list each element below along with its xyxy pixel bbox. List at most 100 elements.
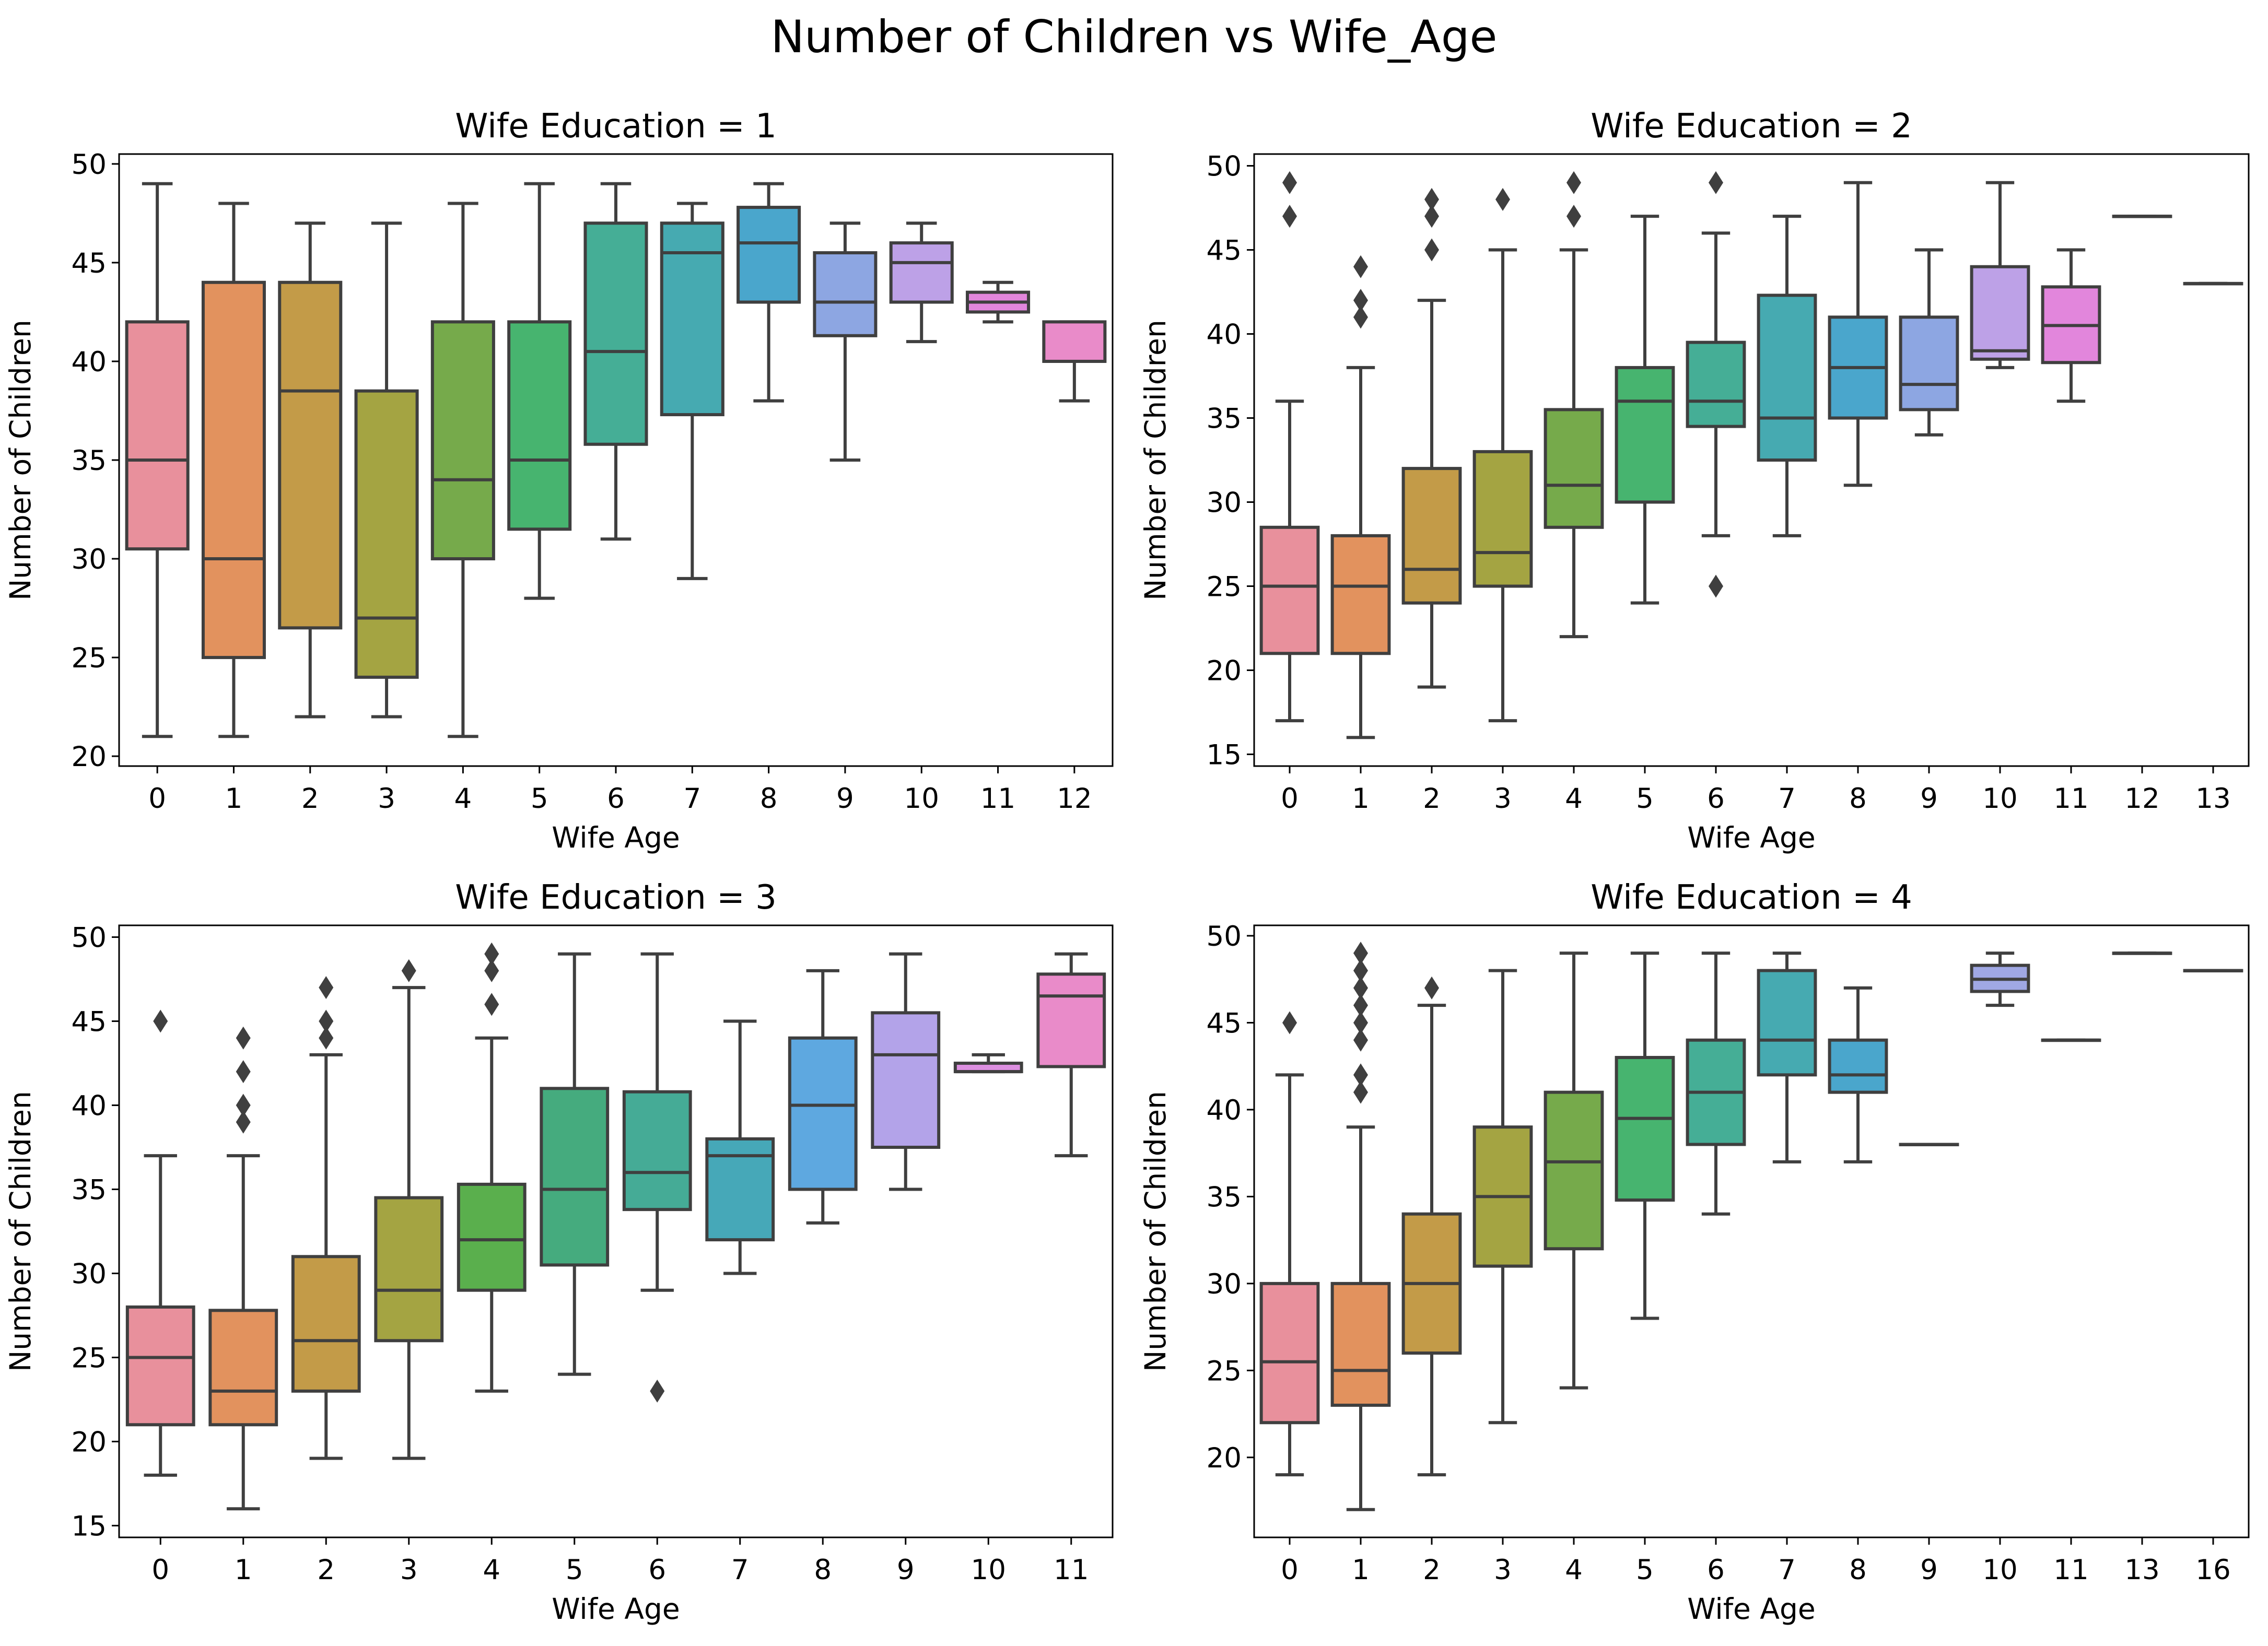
x-tick-label: 4: [454, 783, 472, 815]
box-iqr: [736, 206, 801, 304]
x-tick-label: 2: [317, 1554, 335, 1586]
y-tick-label: 50: [1207, 151, 1242, 183]
box-8: [736, 182, 801, 403]
outlier-point: [1353, 976, 1368, 1000]
y-tick-label: 15: [1207, 739, 1242, 771]
box-iqr: [1259, 1281, 1320, 1425]
x-tick-label: 7: [731, 1554, 749, 1586]
y-axis-label: Number of Children: [4, 320, 37, 601]
box-iqr: [278, 280, 343, 630]
box-3: [1472, 187, 1533, 723]
y-tick-label: 25: [1207, 1355, 1242, 1387]
x-tick-label: 7: [1778, 783, 1796, 815]
box-iqr: [1472, 450, 1533, 588]
y-tick-label: 50: [72, 922, 107, 954]
axes-frame: [118, 924, 1114, 1538]
y-tick-label: 30: [1207, 1268, 1242, 1300]
outlier-point: [1424, 238, 1439, 262]
outlier-point: [1353, 1011, 1368, 1034]
y-tick-label: 40: [1207, 1095, 1242, 1126]
x-tick-label: 1: [1352, 1554, 1370, 1586]
box-8: [1828, 181, 1888, 487]
x-tick-label: 10: [971, 1554, 1006, 1586]
x-tick-label: 8: [814, 1554, 832, 1586]
box-1: [1330, 942, 1391, 1511]
box-iqr: [705, 1137, 775, 1242]
outlier-point: [319, 1009, 334, 1033]
box-13: [2112, 951, 2172, 955]
x-tick-label: 6: [1707, 1554, 1725, 1586]
box-iqr: [457, 1182, 527, 1292]
x-axis-label: Wife Age: [1687, 821, 1816, 854]
outlier-point: [1424, 205, 1439, 228]
box-1: [208, 1026, 278, 1511]
y-tick-label: 30: [72, 544, 107, 575]
x-tick-label: 2: [1423, 783, 1441, 815]
box-iqr: [540, 1087, 610, 1267]
box-iqr: [1036, 972, 1106, 1068]
box-5: [1615, 215, 1675, 605]
outlier-point: [1282, 205, 1297, 228]
outlier-point: [1709, 574, 1723, 598]
box-3: [374, 959, 444, 1460]
outlier-point: [1282, 171, 1297, 194]
x-tick-label: 6: [648, 1554, 666, 1586]
box-9: [871, 952, 941, 1191]
x-tick-label: 11: [2053, 783, 2088, 815]
outlier-point: [1709, 171, 1723, 194]
outlier-point: [1353, 289, 1368, 312]
box-8: [1828, 986, 1888, 1163]
x-tick-label: 16: [2195, 1554, 2230, 1586]
x-tick-label: 2: [301, 783, 319, 815]
x-tick-label: 3: [378, 783, 395, 815]
box-iqr: [1970, 265, 2030, 361]
x-tick-label: 13: [2124, 1554, 2159, 1586]
box-0: [125, 1009, 195, 1477]
box-10: [889, 221, 954, 344]
box-iqr: [1544, 408, 1604, 529]
outlier-point: [1353, 1063, 1368, 1087]
y-axis-label: Number of Children: [1139, 320, 1172, 601]
box-0: [1259, 1011, 1320, 1477]
outlier-point: [1353, 959, 1368, 982]
x-tick-label: 11: [2053, 1554, 2088, 1586]
x-tick-label: 5: [1636, 783, 1654, 815]
outlier-point: [1353, 1080, 1368, 1104]
outlier-point: [650, 1379, 665, 1403]
axes-frame: [1253, 153, 2250, 767]
box-4: [1544, 171, 1604, 639]
box-10: [1970, 181, 2030, 369]
x-tick-label: 9: [836, 783, 854, 815]
panel-title: Wife Education = 4: [1591, 878, 1912, 917]
box-iqr: [1757, 969, 1817, 1077]
box-4: [1544, 951, 1604, 1390]
x-axis-label: Wife Age: [552, 821, 680, 854]
box-iqr: [1544, 1090, 1604, 1251]
outlier-point: [484, 942, 499, 966]
y-tick-label: 20: [72, 741, 107, 773]
panel-title: Wife Education = 2: [1591, 107, 1912, 146]
box-iqr: [583, 221, 648, 446]
y-tick-label: 50: [72, 149, 107, 181]
x-tick-label: 8: [1849, 783, 1867, 815]
box-2: [1401, 187, 1462, 689]
box-11: [1036, 952, 1106, 1158]
y-tick-label: 35: [72, 1174, 107, 1206]
outlier-point: [484, 959, 499, 982]
outlier-point: [319, 976, 334, 1000]
box-11: [2041, 248, 2101, 403]
box-4: [457, 942, 527, 1393]
outlier-point: [236, 1094, 251, 1117]
box-iqr: [291, 1255, 361, 1393]
x-tick-label: 5: [531, 783, 548, 815]
box-iqr: [889, 241, 954, 304]
x-tick-label: 0: [1281, 1554, 1299, 1586]
box-9: [813, 221, 878, 462]
box-iqr: [1615, 1056, 1675, 1202]
box-iqr: [1757, 293, 1817, 462]
x-tick-label: 5: [1636, 1554, 1654, 1586]
box-iqr: [660, 221, 724, 417]
